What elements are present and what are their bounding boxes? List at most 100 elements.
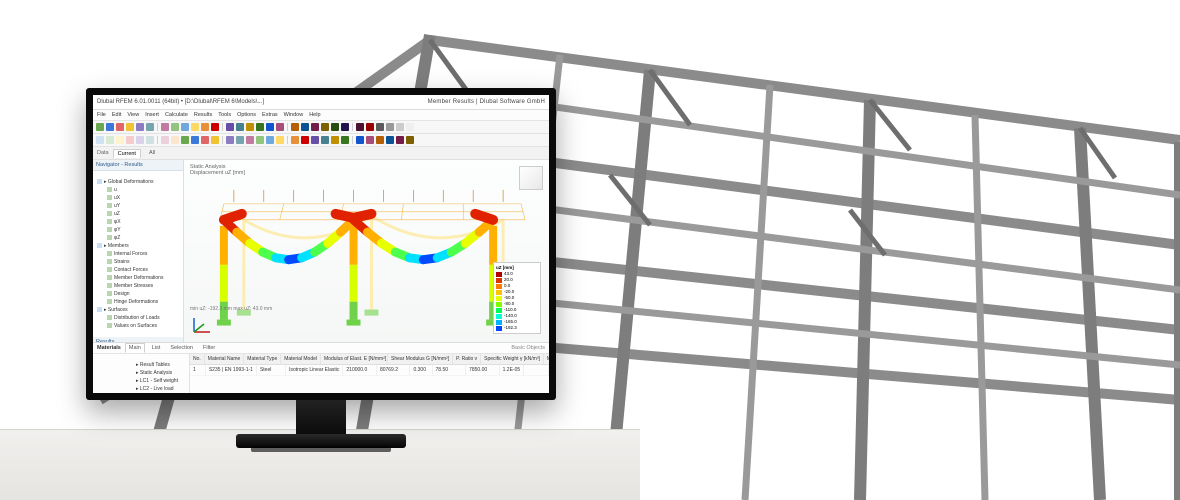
- toolbar-button[interactable]: [201, 136, 209, 144]
- tree-group[interactable]: ▸ Global Deformations: [97, 178, 181, 186]
- toolbar-button[interactable]: [146, 136, 154, 144]
- tree-item[interactable]: φZ: [97, 234, 181, 242]
- toolbar-button[interactable]: [116, 123, 124, 131]
- menu-view[interactable]: View: [127, 112, 139, 118]
- tree-item[interactable]: u: [97, 186, 181, 194]
- toolbar-button[interactable]: [301, 136, 309, 144]
- tree-group[interactable]: ▸ Surfaces: [97, 306, 181, 314]
- table-cell[interactable]: 7850.00: [466, 365, 500, 376]
- column-header[interactable]: Shear Modulus G [N/mm²]: [388, 354, 453, 364]
- toolbar-button[interactable]: [256, 123, 264, 131]
- table-cell[interactable]: [524, 365, 549, 376]
- menu-tools[interactable]: Tools: [218, 112, 231, 118]
- bottom-tab-filter[interactable]: Filter: [200, 344, 218, 352]
- toolbar-button[interactable]: [276, 123, 284, 131]
- menu-results[interactable]: Results: [194, 112, 212, 118]
- toolbar-button[interactable]: [191, 136, 199, 144]
- bottom-nav-item[interactable]: ▸ LC1 - Self weight: [136, 377, 186, 385]
- tree-item[interactable]: Member Stresses: [97, 282, 181, 290]
- tree-item[interactable]: Distribution of Loads: [97, 314, 181, 322]
- toolbar-button[interactable]: [161, 136, 169, 144]
- toolbar-button[interactable]: [96, 123, 104, 131]
- tree-item[interactable]: Hinge Deformations: [97, 298, 181, 306]
- toolbar-button[interactable]: [376, 123, 384, 131]
- tree-item[interactable]: φX: [97, 218, 181, 226]
- menu-insert[interactable]: Insert: [145, 112, 159, 118]
- bottom-tab-list[interactable]: List: [149, 344, 164, 352]
- bottom-nav-item[interactable]: ▸ LC2 - Live load: [136, 385, 186, 393]
- toolbar-button[interactable]: [126, 136, 134, 144]
- toolbar-button[interactable]: [376, 136, 384, 144]
- column-header[interactable]: Modulus of Elast. E [N/mm²]: [321, 354, 388, 364]
- table-cell[interactable]: S235 | EN 1993-1-1: [206, 365, 257, 376]
- viewport-3d[interactable]: Static Analysis Displacement uZ [mm]: [184, 160, 549, 342]
- menu-edit[interactable]: Edit: [112, 112, 121, 118]
- toolbar-button[interactable]: [366, 123, 374, 131]
- toolbar-button[interactable]: [386, 136, 394, 144]
- tree-item[interactable]: uX: [97, 194, 181, 202]
- toolbar-button[interactable]: [301, 123, 309, 131]
- toolbar-button[interactable]: [161, 123, 169, 131]
- toolbar-button[interactable]: [266, 123, 274, 131]
- toolbar-button[interactable]: [96, 136, 104, 144]
- toolbar-button[interactable]: [266, 136, 274, 144]
- bottom-nav-item[interactable]: ▸ Result Tables: [136, 361, 186, 369]
- toolbar-button[interactable]: [191, 123, 199, 131]
- tree-item[interactable]: uZ: [97, 210, 181, 218]
- ribbon-tab-current[interactable]: Current: [113, 149, 141, 158]
- ribbon-tab-all[interactable]: All: [145, 149, 159, 157]
- toolbar-button[interactable]: [406, 136, 414, 144]
- toolbar-button[interactable]: [236, 136, 244, 144]
- toolbar-button[interactable]: [226, 123, 234, 131]
- tree-item[interactable]: Contact Forces: [97, 266, 181, 274]
- menu-help[interactable]: Help: [309, 112, 320, 118]
- toolbar-button[interactable]: [136, 136, 144, 144]
- column-header[interactable]: P. Ratio ν: [453, 354, 481, 364]
- column-header[interactable]: Specific Weight γ [kN/m³]: [481, 354, 544, 364]
- toolbar-button[interactable]: [181, 136, 189, 144]
- tree-item[interactable]: uY: [97, 202, 181, 210]
- tree-item[interactable]: Internal Forces: [97, 250, 181, 258]
- table-cell[interactable]: 1.2E-05: [500, 365, 525, 376]
- menu-file[interactable]: File: [97, 112, 106, 118]
- toolbar-button[interactable]: [136, 123, 144, 131]
- toolbar-button[interactable]: [311, 123, 319, 131]
- menu-window[interactable]: Window: [284, 112, 304, 118]
- toolbar-button[interactable]: [396, 123, 404, 131]
- toolbar-button[interactable]: [291, 136, 299, 144]
- toolbar-button[interactable]: [356, 136, 364, 144]
- toolbar-button[interactable]: [291, 123, 299, 131]
- bottom-nav-item[interactable]: ▸ Static Analysis: [136, 369, 186, 377]
- toolbar-button[interactable]: [126, 123, 134, 131]
- tree-item[interactable]: φY: [97, 226, 181, 234]
- toolbar-button[interactable]: [106, 123, 114, 131]
- toolbar-button[interactable]: [331, 123, 339, 131]
- tree-item[interactable]: Strains: [97, 258, 181, 266]
- table-cell[interactable]: Steel: [257, 365, 286, 376]
- column-header[interactable]: Material Name: [205, 354, 245, 364]
- table-cell[interactable]: 78.50: [433, 365, 467, 376]
- toolbar-button[interactable]: [406, 123, 414, 131]
- table-cell[interactable]: 1: [190, 365, 206, 376]
- toolbar-button[interactable]: [181, 123, 189, 131]
- tree-item[interactable]: Values on Surfaces: [97, 322, 181, 330]
- tree-item[interactable]: Member Deformations: [97, 274, 181, 282]
- toolbar-button[interactable]: [236, 123, 244, 131]
- toolbar-button[interactable]: [386, 123, 394, 131]
- table-cell[interactable]: 0.300: [410, 365, 432, 376]
- column-header[interactable]: No.: [190, 354, 205, 364]
- table-cell[interactable]: 210000.0: [343, 365, 377, 376]
- toolbar-button[interactable]: [311, 136, 319, 144]
- column-header[interactable]: Mass Density ρ [kg/m³]: [544, 354, 549, 364]
- toolbar-button[interactable]: [211, 136, 219, 144]
- toolbar-button[interactable]: [321, 136, 329, 144]
- toolbar-button[interactable]: [171, 136, 179, 144]
- toolbar-button[interactable]: [356, 123, 364, 131]
- toolbar-button[interactable]: [396, 136, 404, 144]
- table-cell[interactable]: 80769.2: [377, 365, 411, 376]
- toolbar-button[interactable]: [341, 136, 349, 144]
- table-row[interactable]: 1S235 | EN 1993-1-1SteelIsotropic Linear…: [190, 365, 549, 376]
- menu-calculate[interactable]: Calculate: [165, 112, 188, 118]
- toolbar-button[interactable]: [256, 136, 264, 144]
- tree-item[interactable]: Design: [97, 290, 181, 298]
